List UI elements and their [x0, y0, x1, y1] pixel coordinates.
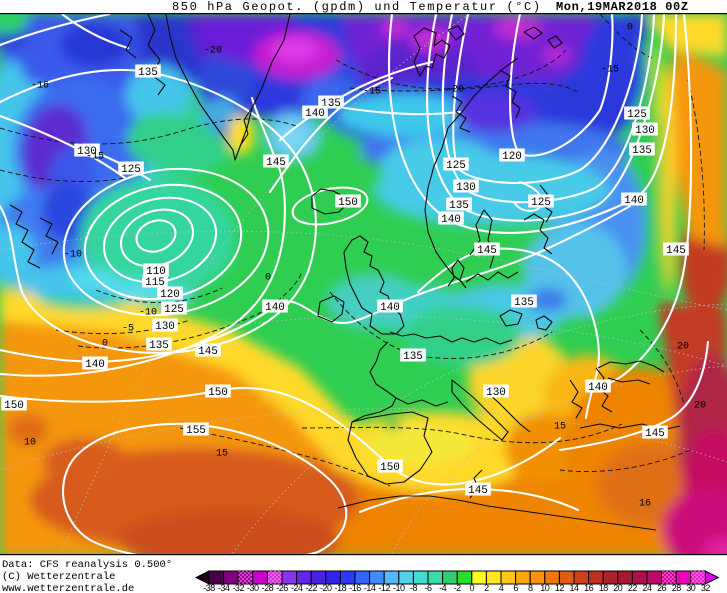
svg-text:www.wetterzentrale.de: www.wetterzentrale.de	[2, 583, 134, 593]
svg-text:150: 150	[380, 462, 400, 474]
svg-text:20: 20	[677, 342, 689, 353]
svg-text:120: 120	[502, 151, 522, 163]
svg-text:-10: -10	[64, 250, 82, 261]
svg-text:-24: -24	[291, 583, 303, 593]
svg-text:150: 150	[338, 197, 358, 209]
svg-text:32: 32	[701, 583, 711, 593]
svg-text:-28: -28	[262, 583, 274, 593]
svg-text:-20: -20	[204, 46, 222, 57]
svg-text:140: 140	[624, 195, 644, 207]
svg-text:140: 140	[380, 302, 400, 314]
svg-text:130: 130	[486, 387, 506, 399]
svg-text:22: 22	[628, 583, 638, 593]
svg-text:Data: CFS reanalysis 0.500°: Data: CFS reanalysis 0.500°	[2, 559, 172, 571]
svg-text:-15: -15	[363, 87, 381, 98]
svg-text:8: 8	[528, 583, 533, 593]
svg-text:130: 130	[635, 125, 655, 137]
svg-text:0: 0	[470, 583, 475, 593]
svg-text:155: 155	[186, 425, 206, 437]
svg-text:-15: -15	[601, 65, 619, 76]
svg-text:-8: -8	[410, 583, 417, 593]
svg-text:-4: -4	[439, 583, 446, 593]
svg-text:-20: -20	[320, 583, 332, 593]
svg-text:145: 145	[666, 245, 686, 257]
svg-text:-10: -10	[139, 308, 157, 319]
svg-text:-26: -26	[276, 583, 288, 593]
svg-text:0: 0	[102, 339, 108, 350]
svg-text:130: 130	[77, 146, 97, 158]
svg-text:18: 18	[599, 583, 609, 593]
svg-text:20: 20	[694, 401, 706, 412]
svg-text:-16: -16	[31, 81, 49, 92]
svg-text:-2: -2	[454, 583, 461, 593]
svg-text:14: 14	[569, 583, 579, 593]
svg-text:-38: -38	[203, 583, 215, 593]
svg-text:(C) Wetterzentrale: (C) Wetterzentrale	[2, 571, 115, 583]
svg-text:16: 16	[639, 499, 651, 510]
svg-text:145: 145	[645, 428, 665, 440]
svg-text:125: 125	[627, 109, 647, 121]
svg-text:4: 4	[499, 583, 504, 593]
svg-text:115: 115	[145, 277, 165, 289]
svg-text:-14: -14	[364, 583, 376, 593]
svg-text:135: 135	[514, 297, 534, 309]
svg-text:145: 145	[198, 346, 218, 358]
svg-text:0: 0	[265, 273, 271, 284]
svg-text:2: 2	[484, 583, 489, 593]
svg-text:6: 6	[513, 583, 518, 593]
svg-text:140: 140	[441, 214, 461, 226]
svg-text:140: 140	[85, 359, 105, 371]
svg-text:24: 24	[642, 583, 652, 593]
svg-text:28: 28	[672, 583, 682, 593]
svg-text:-32: -32	[232, 583, 244, 593]
svg-text:-16: -16	[349, 583, 361, 593]
svg-text:12: 12	[555, 583, 565, 593]
svg-text:-6: -6	[424, 583, 431, 593]
svg-text:26: 26	[657, 583, 667, 593]
svg-text:150: 150	[208, 387, 228, 399]
svg-text:145: 145	[477, 245, 497, 257]
svg-text:16: 16	[584, 583, 594, 593]
svg-text:-18: -18	[335, 583, 347, 593]
svg-text:125: 125	[446, 160, 466, 172]
svg-text:145: 145	[266, 157, 286, 169]
svg-text:140: 140	[588, 382, 608, 394]
svg-text:130: 130	[456, 182, 476, 194]
svg-text:140: 140	[305, 108, 325, 120]
svg-text:125: 125	[164, 304, 184, 316]
svg-text:125: 125	[531, 197, 551, 209]
svg-text:-30: -30	[247, 583, 259, 593]
svg-text:-12: -12	[378, 583, 390, 593]
svg-text:-22: -22	[305, 583, 317, 593]
svg-text:10: 10	[24, 438, 36, 449]
svg-text:-5: -5	[122, 324, 134, 335]
svg-text:20: 20	[613, 583, 623, 593]
svg-text:Mon,19MAR2018 00Z: Mon,19MAR2018 00Z	[556, 0, 689, 14]
svg-text:140: 140	[265, 302, 285, 314]
svg-text:-34: -34	[218, 583, 230, 593]
svg-text:-20: -20	[446, 85, 464, 96]
svg-text:120: 120	[160, 289, 180, 301]
svg-text:30: 30	[686, 583, 696, 593]
svg-text:135: 135	[149, 340, 169, 352]
svg-text:-10: -10	[393, 583, 405, 593]
svg-text:150: 150	[4, 400, 24, 412]
svg-text:130: 130	[155, 321, 175, 333]
svg-text:135: 135	[403, 351, 423, 363]
svg-text:135: 135	[632, 145, 652, 157]
svg-text:125: 125	[121, 164, 141, 176]
svg-text:850 hPa Geopot. (gpdm) und Tem: 850 hPa Geopot. (gpdm) und Temperatur (°…	[172, 0, 542, 14]
svg-text:15: 15	[554, 422, 566, 433]
svg-text:135: 135	[449, 200, 469, 212]
svg-text:10: 10	[540, 583, 550, 593]
svg-text:135: 135	[138, 67, 158, 79]
svg-text:145: 145	[468, 485, 488, 497]
svg-text:0: 0	[627, 23, 633, 34]
svg-text:-15: -15	[86, 152, 104, 163]
svg-text:15: 15	[216, 449, 228, 460]
